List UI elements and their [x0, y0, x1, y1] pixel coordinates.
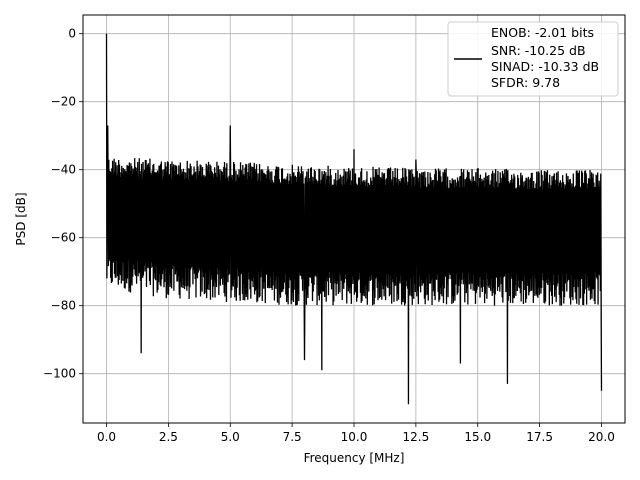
legend-entry-sfdr: SFDR: 9.78 [491, 75, 560, 90]
x-tick-label: 15.0 [464, 430, 491, 444]
x-tick-label: 10.0 [341, 430, 368, 444]
plot-area [105, 33, 603, 405]
y-tick-label: 0 [68, 27, 76, 41]
legend-entry-sinad: SINAD: -10.33 dB [491, 59, 599, 74]
x-tick-label: 5.0 [221, 430, 240, 444]
x-tick-label: 12.5 [403, 430, 430, 444]
x-axis: 0.0 2.5 5.0 7.5 10.0 12.5 15.0 17.5 20.0 [97, 423, 615, 444]
y-axis: 0 −20 −40 −60 −80 −100 [43, 27, 83, 381]
y-tick-label: −60 [51, 231, 76, 245]
x-tick-label: 0.0 [97, 430, 116, 444]
legend: ENOB: -2.01 bits SNR: -10.25 dB SINAD: -… [447, 21, 619, 97]
y-axis-label: PSD [dB] [14, 192, 28, 245]
x-tick-label: 17.5 [526, 430, 553, 444]
y-tick-label: −100 [43, 367, 76, 381]
x-tick-label: 2.5 [159, 430, 178, 444]
x-tick-label: 7.5 [283, 430, 302, 444]
legend-box [447, 21, 619, 97]
legend-entry-snr: SNR: -10.25 dB [491, 43, 586, 58]
y-tick-label: −20 [51, 95, 76, 109]
psd-series-line [105, 33, 603, 405]
x-axis-label: Frequency [MHz] [304, 451, 405, 465]
x-tick-label: 20.0 [588, 430, 615, 444]
legend-entry-enob: ENOB: -2.01 bits [491, 25, 594, 40]
y-tick-label: −80 [51, 299, 76, 313]
y-tick-label: −40 [51, 163, 76, 177]
